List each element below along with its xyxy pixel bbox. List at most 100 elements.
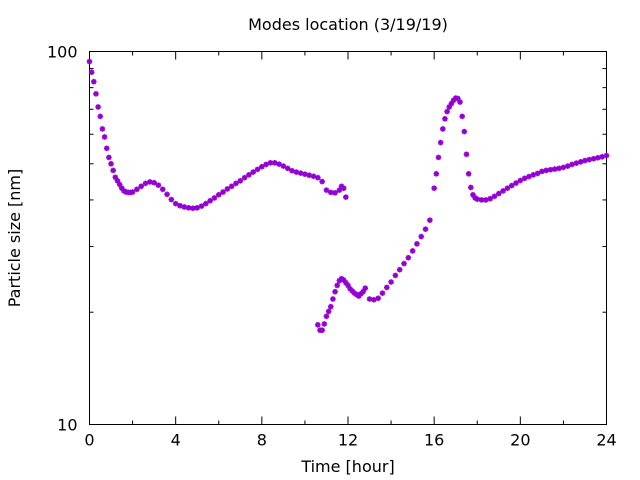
data-point bbox=[375, 295, 381, 302]
data-point-stroke bbox=[360, 289, 366, 295]
data-point bbox=[495, 190, 502, 197]
data-point-stroke bbox=[250, 169, 256, 175]
data-point bbox=[431, 185, 437, 192]
data-point-stroke bbox=[104, 145, 110, 151]
data-point-stroke bbox=[319, 327, 325, 333]
data-point bbox=[582, 157, 588, 164]
x-tick-label: 0 bbox=[84, 431, 94, 450]
data-point bbox=[297, 170, 304, 176]
data-point-stroke bbox=[459, 113, 465, 119]
data-point-stroke bbox=[336, 187, 342, 193]
data-point-stroke bbox=[345, 282, 351, 288]
data-point bbox=[500, 188, 506, 194]
data-point bbox=[427, 217, 433, 223]
data-point bbox=[590, 155, 597, 162]
data-point-stroke bbox=[112, 174, 118, 180]
data-point-stroke bbox=[263, 161, 269, 167]
data-point bbox=[325, 308, 332, 315]
data-point bbox=[267, 160, 274, 166]
data-point bbox=[151, 179, 157, 186]
data-point bbox=[271, 160, 278, 166]
data-point-stroke bbox=[326, 308, 332, 314]
data-point bbox=[330, 296, 336, 302]
data-point-stroke bbox=[474, 196, 480, 202]
data-point-stroke bbox=[423, 226, 429, 232]
data-point-stroke bbox=[254, 166, 261, 172]
data-point-stroke bbox=[517, 177, 523, 184]
y-axis-label: Particle size [nm] bbox=[5, 169, 24, 308]
data-point-stroke bbox=[461, 129, 467, 135]
data-point-stroke bbox=[379, 290, 386, 296]
data-point bbox=[556, 165, 562, 172]
data-point bbox=[513, 180, 519, 186]
data-point-stroke bbox=[293, 169, 299, 175]
data-point bbox=[86, 58, 93, 65]
data-point-stroke bbox=[448, 101, 454, 107]
data-point-stroke bbox=[500, 188, 506, 194]
data-point bbox=[93, 91, 99, 97]
data-point-stroke bbox=[306, 172, 312, 178]
data-point-stroke bbox=[552, 166, 558, 172]
data-point bbox=[457, 99, 463, 105]
data-point bbox=[95, 104, 101, 110]
data-point bbox=[448, 100, 455, 107]
data-point bbox=[319, 327, 325, 333]
data-point-stroke bbox=[479, 197, 485, 203]
data-point bbox=[110, 167, 116, 174]
data-point-stroke bbox=[397, 267, 403, 273]
data-point-stroke bbox=[591, 156, 597, 162]
data-point bbox=[599, 154, 605, 160]
data-point bbox=[112, 174, 119, 181]
data-point-stroke bbox=[504, 185, 510, 191]
data-point bbox=[396, 266, 403, 273]
data-point bbox=[388, 279, 394, 285]
data-point-stroke bbox=[134, 186, 140, 192]
data-point-stroke bbox=[280, 163, 286, 169]
data-point-stroke bbox=[237, 178, 243, 184]
data-point-stroke bbox=[595, 155, 601, 161]
data-point bbox=[323, 187, 330, 193]
data-point-stroke bbox=[119, 185, 125, 191]
data-point bbox=[228, 183, 235, 190]
data-point-stroke bbox=[435, 154, 442, 160]
axes: 0 4 8 12 16 20 24 10 100 bbox=[47, 43, 617, 450]
data-point bbox=[461, 128, 468, 135]
data-point bbox=[433, 171, 440, 177]
data-point-stroke bbox=[547, 167, 554, 173]
data-point bbox=[534, 170, 541, 177]
data-point bbox=[101, 134, 108, 140]
data-point bbox=[491, 193, 498, 200]
data-point-stroke bbox=[470, 192, 476, 198]
data-point-stroke bbox=[142, 180, 149, 186]
data-point-stroke bbox=[194, 205, 200, 211]
data-point-stroke bbox=[543, 167, 549, 173]
data-point bbox=[343, 194, 349, 200]
data-point-stroke bbox=[99, 126, 105, 132]
data-point bbox=[334, 282, 341, 289]
data-point-stroke bbox=[246, 172, 252, 178]
x-tick-label: 12 bbox=[338, 431, 358, 450]
data-point bbox=[465, 171, 472, 177]
data-points bbox=[86, 58, 610, 333]
data-point-stroke bbox=[433, 171, 439, 177]
data-point bbox=[543, 167, 549, 174]
data-point bbox=[336, 187, 343, 193]
data-point bbox=[177, 202, 183, 209]
data-point bbox=[284, 165, 291, 172]
x-tick-label: 4 bbox=[171, 431, 181, 450]
data-point-stroke bbox=[371, 297, 377, 303]
data-point-stroke bbox=[410, 248, 416, 254]
data-point bbox=[108, 160, 114, 167]
data-point-stroke bbox=[220, 189, 226, 195]
data-point bbox=[91, 78, 97, 85]
data-point-stroke bbox=[384, 284, 390, 291]
data-point bbox=[114, 178, 121, 184]
data-point bbox=[539, 168, 545, 175]
data-point-stroke bbox=[332, 190, 338, 196]
data-point-stroke bbox=[560, 164, 566, 170]
data-point bbox=[129, 189, 136, 195]
data-point-stroke bbox=[89, 69, 95, 75]
data-point bbox=[181, 204, 188, 210]
data-point bbox=[246, 172, 252, 178]
